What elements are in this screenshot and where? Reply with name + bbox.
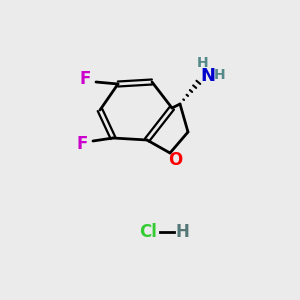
Text: Cl: Cl [139,223,157,241]
Text: H: H [197,56,209,70]
Text: O: O [168,151,182,169]
Text: F: F [76,135,88,153]
Text: H: H [175,223,189,241]
Text: N: N [200,67,215,85]
Text: F: F [80,70,91,88]
Text: H: H [214,68,226,82]
